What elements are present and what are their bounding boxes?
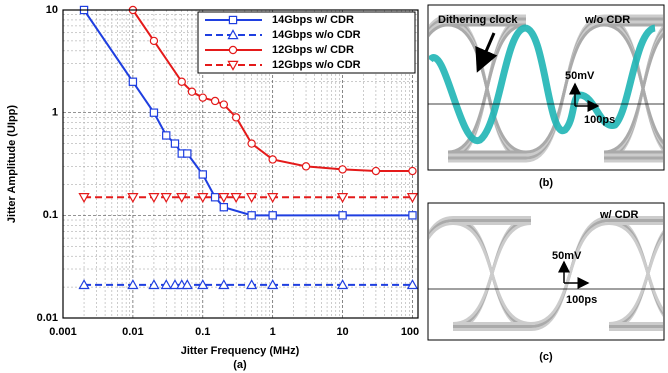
caption: (a) <box>233 359 247 371</box>
y-tick-label: 1 <box>52 107 58 119</box>
marker <box>184 150 191 157</box>
marker <box>409 167 416 174</box>
x-tick-label: 1 <box>270 326 276 338</box>
y-axis-label: Jitter Amplitude (UIpp) <box>6 105 18 223</box>
legend-label: 14Gbps w/ CDR <box>272 14 354 26</box>
marker <box>129 78 136 85</box>
marker <box>199 171 206 178</box>
marker <box>220 101 227 108</box>
marker <box>339 166 346 173</box>
marker <box>248 140 255 147</box>
panel-label: w/o CDR <box>584 14 630 26</box>
legend-label: 12Gbps w/o CDR <box>272 59 361 71</box>
caption: (c) <box>539 351 553 363</box>
marker <box>269 212 276 219</box>
y-tick-label: 0.01 <box>37 312 58 324</box>
marker <box>211 97 218 104</box>
marker <box>229 16 236 23</box>
marker <box>372 167 379 174</box>
panel-label: w/ CDR <box>599 209 639 221</box>
marker <box>211 194 218 201</box>
x-tick-label: 0.1 <box>195 326 210 338</box>
marker <box>150 109 157 116</box>
marker <box>409 212 416 219</box>
x-tick-label: 100 <box>401 326 419 338</box>
marker <box>229 46 236 53</box>
legend-label: 14Gbps w/o CDR <box>272 29 361 41</box>
marker <box>248 212 255 219</box>
x-axis-label: Jitter Frequency (MHz) <box>181 345 300 357</box>
marker <box>199 94 206 101</box>
panel-label: 100ps <box>584 114 615 126</box>
marker <box>220 204 227 211</box>
x-tick-label: 0.001 <box>49 326 77 338</box>
marker <box>233 114 240 121</box>
marker <box>302 163 309 170</box>
x-tick-label: 10 <box>336 326 348 338</box>
caption: (b) <box>539 177 553 189</box>
panel-label: 50mV <box>565 70 595 82</box>
marker <box>150 37 157 44</box>
panel-label: 100ps <box>566 294 597 306</box>
marker <box>178 78 185 85</box>
marker <box>188 88 195 95</box>
panel-label: Dithering clock <box>438 14 518 26</box>
legend-label: 12Gbps w/ CDR <box>272 44 354 56</box>
x-tick-label: 0.01 <box>122 326 143 338</box>
marker <box>163 132 170 139</box>
figure: Jitter Frequency (MHz) (a) Jitter Amplit… <box>0 0 668 373</box>
marker <box>269 156 276 163</box>
marker <box>171 140 178 147</box>
y-tick-label: 0.1 <box>43 209 58 221</box>
marker <box>339 212 346 219</box>
panel-label: 50mV <box>552 250 582 262</box>
y-tick-label: 10 <box>46 4 58 16</box>
